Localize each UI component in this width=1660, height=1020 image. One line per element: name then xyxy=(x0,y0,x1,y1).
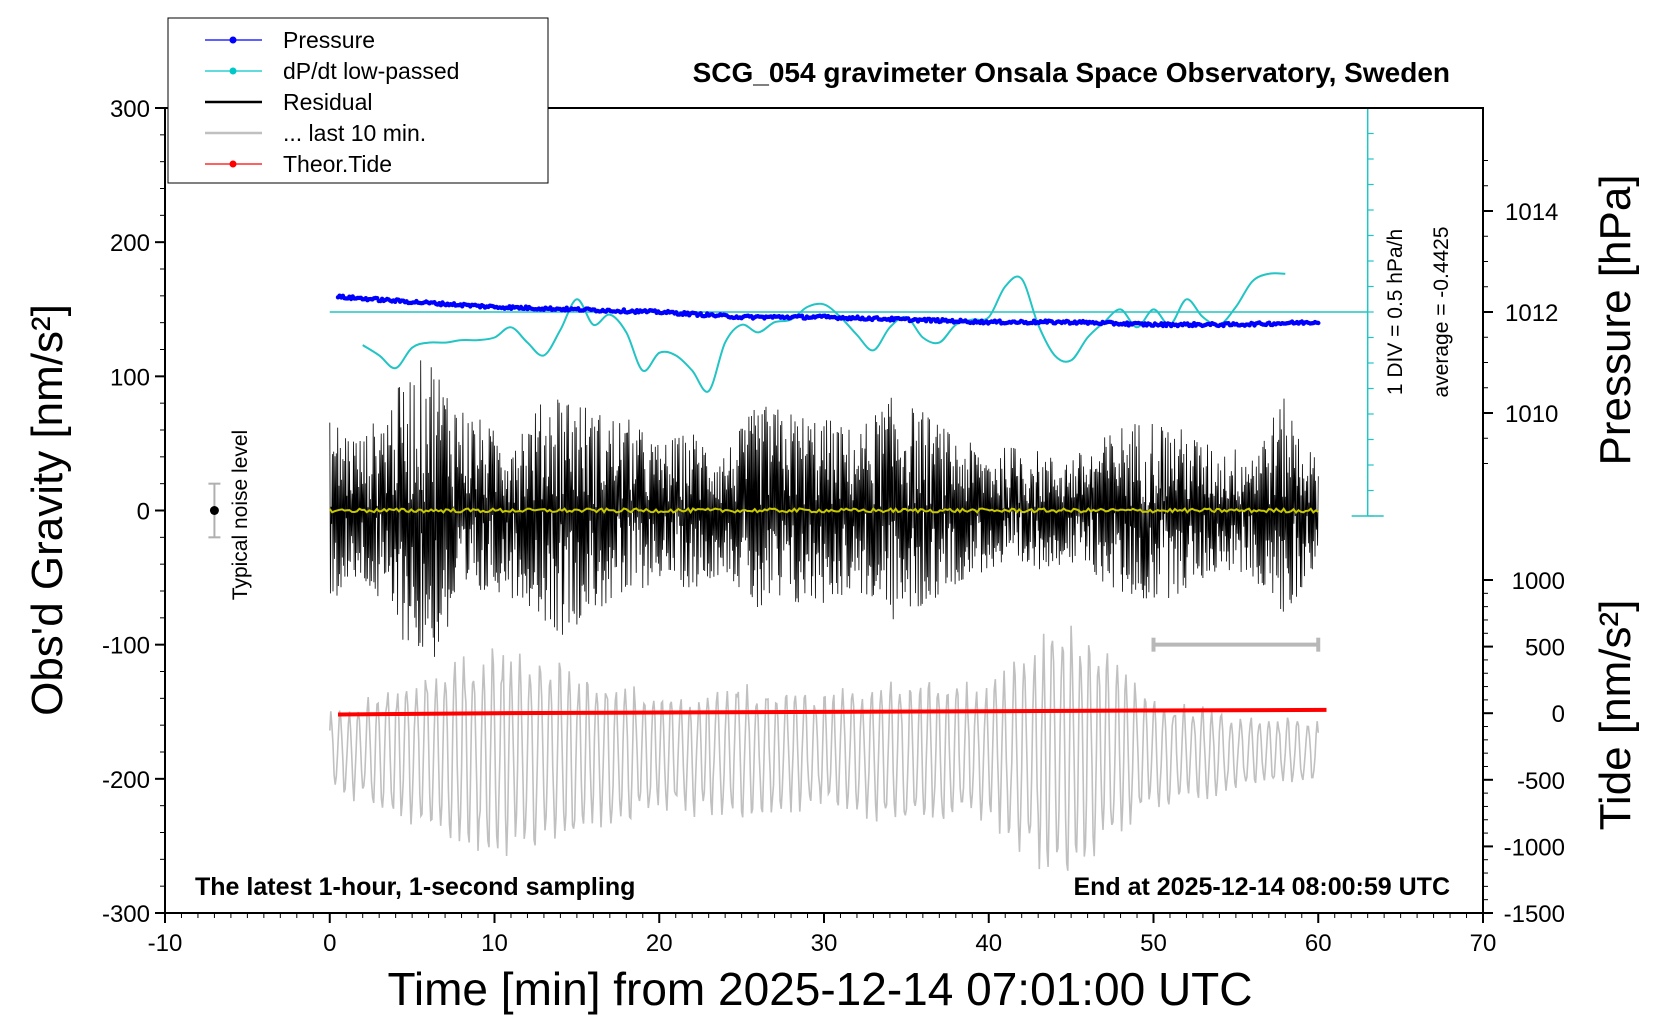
y-tick-label: -100 xyxy=(102,633,150,660)
legend-marker xyxy=(229,160,237,168)
tide-line xyxy=(337,707,1327,717)
y-axis-pressure: 1014 1012 1010 xyxy=(1483,160,1558,464)
tide-series xyxy=(337,707,1327,717)
y-axis-label-gravity: Obs'd Gravity [nm/s²] xyxy=(23,304,72,716)
tide-tick-label: -1000 xyxy=(1504,834,1565,861)
y-tick-label: 200 xyxy=(110,230,150,257)
x-axis: -10 0 10 20 30 40 50 60 70 xyxy=(148,913,1497,957)
x-tick-label: 10 xyxy=(481,930,508,957)
noise-level-label: Typical noise level xyxy=(229,430,252,600)
tide-tick-label: 0 xyxy=(1552,701,1565,728)
bottom-left-note: The latest 1-hour, 1-second sampling xyxy=(195,873,635,901)
pressure-tick-label: 1014 xyxy=(1505,199,1558,226)
tide-tick-label: 1000 xyxy=(1512,568,1565,595)
residual-mean-line xyxy=(328,506,1319,515)
y-tick-label: -200 xyxy=(102,767,150,794)
y-tick-label: 0 xyxy=(137,499,150,526)
x-tick-label: 0 xyxy=(323,930,336,957)
legend-label: Theor.Tide xyxy=(283,151,392,177)
residual-series xyxy=(329,360,1319,657)
annotation-layer xyxy=(208,482,1321,652)
x-tick-label: 30 xyxy=(811,930,838,957)
pressure-point xyxy=(1316,320,1321,326)
last-10-min-series xyxy=(329,625,1320,871)
x-tick-label: 60 xyxy=(1305,930,1332,957)
legend-box xyxy=(167,17,549,184)
y-tick-label: -300 xyxy=(102,901,150,928)
x-tick-label: 50 xyxy=(1140,930,1167,957)
pressure-series xyxy=(335,293,1321,329)
legend-marker xyxy=(229,67,237,75)
residual-mean-path xyxy=(328,506,1319,515)
bottom-right-note: End at 2025-12-14 08:00:59 UTC xyxy=(1073,873,1450,901)
x-tick-label: 70 xyxy=(1470,930,1497,957)
x-tick-label: 20 xyxy=(646,930,673,957)
legend-label: dP/dt low-passed xyxy=(283,58,459,84)
legend: Pressure dP/dt low-passed Residual ... last… xyxy=(167,17,549,184)
last-10-min-line xyxy=(329,625,1320,871)
y-axis-label-tide: Tide [nm/s²] xyxy=(1591,600,1640,831)
noise-bar-dot xyxy=(209,506,219,515)
x-tick-label: -10 xyxy=(148,930,183,957)
chart-title: SCG_054 gravimeter Onsala Space Observat… xyxy=(693,57,1450,88)
y-axis-label-pressure: Pressure [hPa] xyxy=(1591,174,1640,465)
dpdt-div-label: 1 DIV = 0.5 hPa/h xyxy=(1384,229,1407,395)
y-tick-label: 100 xyxy=(110,364,150,391)
x-axis-label: Time [min] from 2025-12-14 07:01:00 UTC xyxy=(388,963,1253,1015)
x-tick-label: 40 xyxy=(975,930,1002,957)
pressure-tick-label: 1010 xyxy=(1505,401,1558,428)
residual-line xyxy=(329,360,1319,657)
legend-label: ... last 10 min. xyxy=(283,120,426,146)
pressure-tick-label: 1012 xyxy=(1505,300,1558,327)
y-tick-label: 300 xyxy=(110,96,150,123)
legend-marker xyxy=(229,36,237,44)
tide-tick-label: -500 xyxy=(1517,768,1565,795)
legend-label: Residual xyxy=(283,89,373,115)
y-axis-gravity: 300 200 100 0 -100 -200 -300 xyxy=(102,96,165,928)
dpdt-average-label: average = -0.4425 xyxy=(1430,226,1453,397)
tide-tick-label: -1500 xyxy=(1504,901,1565,928)
tide-tick-label: 500 xyxy=(1525,635,1565,662)
y-axis-tide: 1000 500 0 -500 -1000 -1500 xyxy=(1483,568,1565,928)
legend-label: Pressure xyxy=(283,27,375,53)
